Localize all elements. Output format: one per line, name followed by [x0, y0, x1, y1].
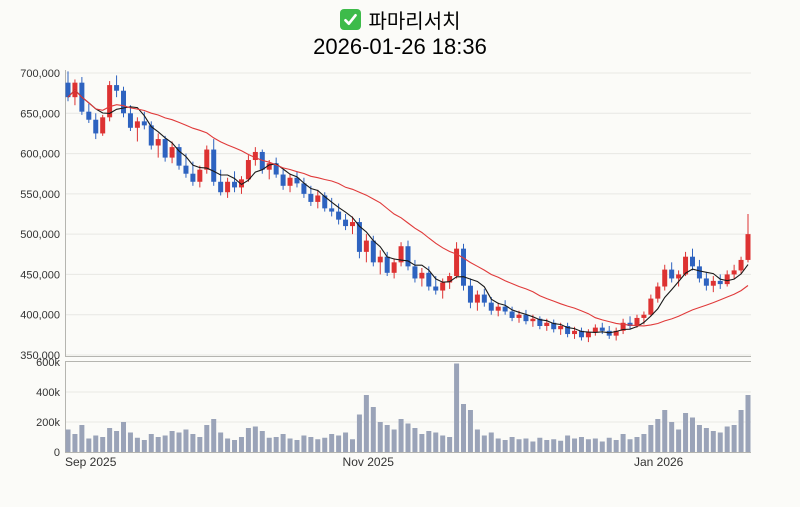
svg-text:500,000: 500,000: [20, 229, 60, 241]
svg-text:400k: 400k: [36, 387, 60, 399]
chart-area: 700,000 650,000 600,000 550,000 500,000 450,0…: [0, 62, 800, 502]
title-row: 파마리서치: [0, 6, 800, 33]
svg-text:0: 0: [54, 447, 60, 459]
chart-header: 파마리서치 2026-01-26 18:36: [0, 0, 800, 62]
stock-chart-svg: 700,000 650,000 600,000 550,000 500,000 450,0…: [20, 68, 751, 469]
svg-text:200k: 200k: [36, 417, 60, 429]
svg-text:Nov 2025: Nov 2025: [343, 455, 395, 469]
checkbox-icon[interactable]: [339, 8, 361, 30]
svg-text:550,000: 550,000: [20, 189, 60, 201]
svg-text:350,000: 350,000: [20, 350, 60, 362]
svg-text:400,000: 400,000: [20, 310, 60, 322]
svg-text:Jan 2026: Jan 2026: [634, 455, 684, 469]
svg-text:700,000: 700,000: [20, 68, 60, 80]
svg-text:Sep 2025: Sep 2025: [65, 455, 117, 469]
svg-text:600k: 600k: [36, 357, 60, 369]
svg-text:450,000: 450,000: [20, 269, 60, 281]
svg-text:600,000: 600,000: [20, 149, 60, 161]
timestamp: 2026-01-26 18:36: [313, 34, 487, 59]
svg-text:650,000: 650,000: [20, 108, 60, 120]
stock-title: 파마리서치: [368, 10, 461, 33]
check-icon: [343, 13, 357, 25]
